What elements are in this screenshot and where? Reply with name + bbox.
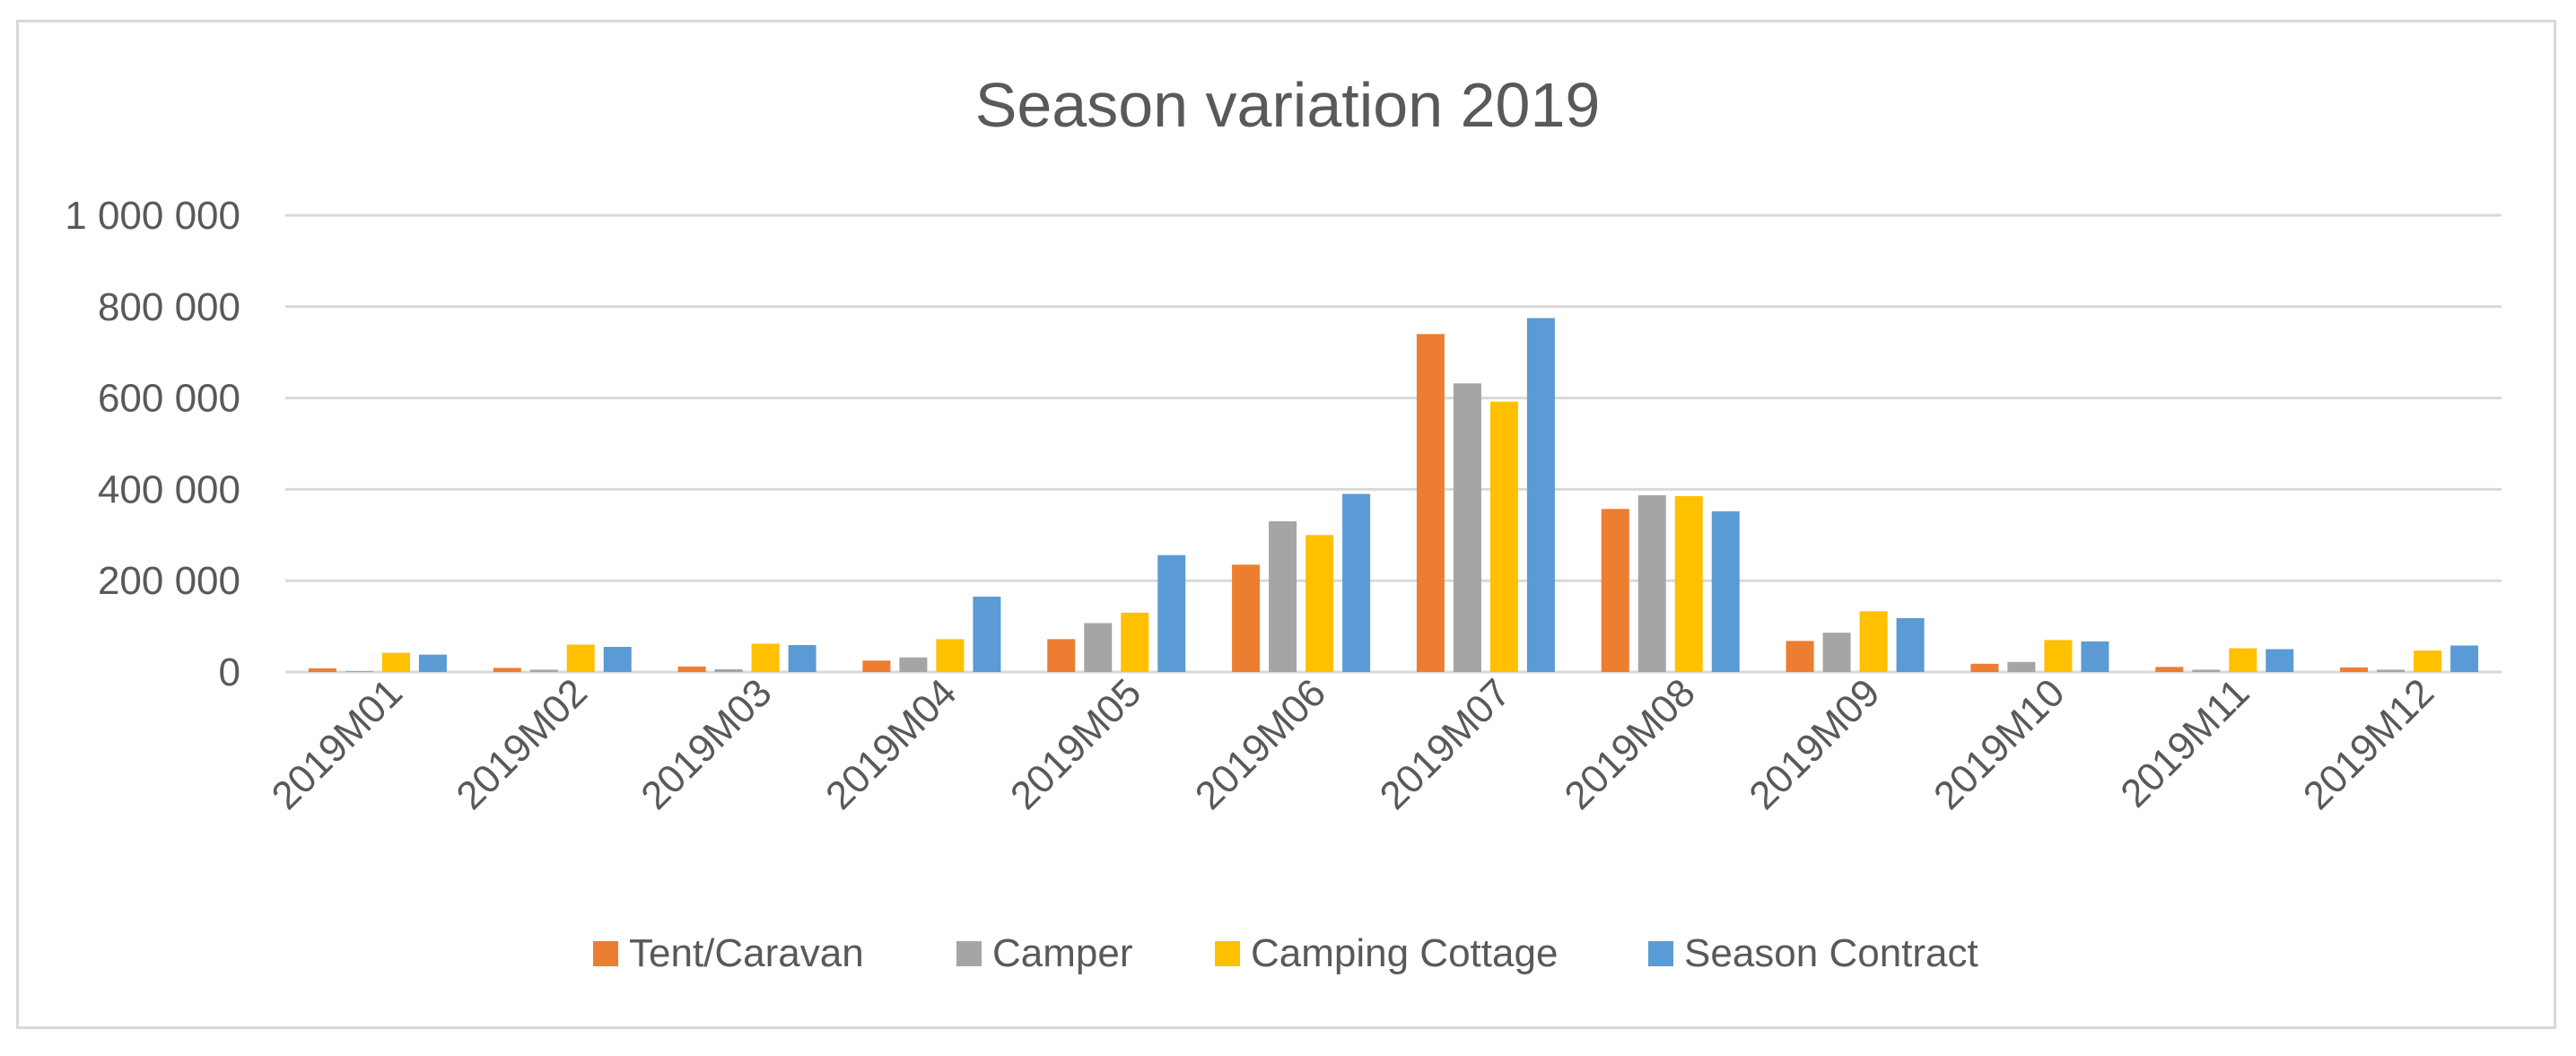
legend: Tent/Caravan Camper Camping Cottage Season … [593,931,1978,975]
bar-camping-cottage-2019m04 [936,639,965,672]
bar-season-contract-2019m07 [1526,318,1555,672]
bar-camping-cottage-2019m07 [1489,401,1518,672]
bar-camping-cottage-2019m09 [1859,611,1888,672]
legend-label: Season Contract [1684,931,1978,975]
bar-camping-cottage-2019m10 [2044,640,2073,672]
bar-season-contract-2019m11 [2266,649,2294,672]
y-tick-label: 600 000 [98,377,240,421]
bar-camping-cottage-2019m06 [1305,535,1334,672]
y-tick-label: 200 000 [98,559,240,603]
bar-camping-cottage-2019m11 [2229,648,2257,672]
bar-camper-2019m04 [899,657,928,672]
chart-title: Season variation 2019 [975,70,1601,140]
bar-camping-cottage-2019m01 [381,652,410,672]
bar-season-contract-2019m05 [1157,554,1186,672]
y-tick-label: 800 000 [98,285,240,329]
bar-camper-2019m10 [2007,661,2036,672]
bar-camper-2019m12 [2377,669,2406,672]
bar-tent-caravan-2019m10 [1970,663,1999,672]
bar-season-contract-2019m04 [973,597,1001,672]
legend-swatch [1648,941,1673,966]
bar-tent-caravan-2019m04 [862,660,891,672]
x-tick-label: 2019M08 [1556,670,1703,817]
bar-tent-caravan-2019m03 [677,666,706,672]
legend-label: Camping Cottage [1251,931,1558,975]
y-tick-label: 0 [219,650,240,694]
bar-tent-caravan-2019m01 [308,668,336,672]
x-tick-label: 2019M02 [448,670,595,817]
bar-season-contract-2019m02 [603,647,632,672]
bar-camper-2019m08 [1637,495,1666,672]
x-axis: 2019M01 2019M02 2019M03 2019M04 2019M05 2019M… [264,670,2443,817]
bar-tent-caravan-2019m06 [1232,564,1261,672]
bar-camper-2019m07 [1453,383,1481,672]
bar-camping-cottage-2019m12 [2414,650,2442,672]
bar-camping-cottage-2019m02 [566,644,595,672]
bar-camper-2019m01 [345,670,373,672]
legend-swatch [956,941,982,966]
gridlines [285,214,2502,674]
x-tick-label: 2019M05 [1002,670,1149,817]
bar-camping-cottage-2019m08 [1674,496,1703,672]
legend-swatch [593,941,618,966]
x-tick-label: 2019M07 [1372,670,1519,817]
x-tick-label: 2019M04 [817,670,965,817]
x-tick-label: 2019M03 [633,670,780,817]
bar-tent-caravan-2019m09 [1786,641,1814,672]
bar-tent-caravan-2019m07 [1416,334,1445,672]
bar-camper-2019m02 [529,669,558,672]
bar-camper-2019m03 [714,668,743,672]
legend-swatch [1215,941,1240,966]
x-tick-label: 2019M01 [264,670,411,817]
bar-camper-2019m06 [1269,521,1297,672]
bar-tent-caravan-2019m05 [1047,639,1076,672]
bar-tent-caravan-2019m11 [2155,667,2184,672]
legend-label: Tent/Caravan [629,931,864,975]
bar-camper-2019m11 [2192,669,2221,672]
y-tick-label: 400 000 [98,467,240,511]
x-tick-label: 2019M10 [1925,670,2073,817]
bar-season-contract-2019m10 [2081,641,2109,672]
bar-camping-cottage-2019m05 [1121,612,1149,672]
bar-season-contract-2019m09 [1896,617,1925,672]
legend-label: Camper [992,931,1133,975]
bar-camper-2019m05 [1084,623,1113,672]
bar-tent-caravan-2019m08 [1601,509,1629,672]
x-tick-label: 2019M09 [1741,670,1888,817]
bar-tent-caravan-2019m02 [493,668,521,672]
bar-season-contract-2019m03 [788,644,816,672]
x-tick-label: 2019M12 [2295,670,2442,817]
bar-camping-cottage-2019m03 [751,643,780,672]
bar-season-contract-2019m01 [418,654,447,672]
bar-camper-2019m09 [1822,633,1851,672]
bar-season-contract-2019m08 [1711,511,1740,672]
y-axis: 0 200 000 400 000 600 000 800 000 1 000 000 [65,194,240,694]
bar-season-contract-2019m06 [1342,493,1371,672]
bars [308,318,2479,672]
x-tick-label: 2019M06 [1187,670,1334,817]
y-tick-label: 1 000 000 [65,194,240,238]
bar-season-contract-2019m12 [2450,645,2479,672]
x-tick-label: 2019M11 [2112,670,2257,816]
bar-tent-caravan-2019m12 [2340,667,2369,672]
